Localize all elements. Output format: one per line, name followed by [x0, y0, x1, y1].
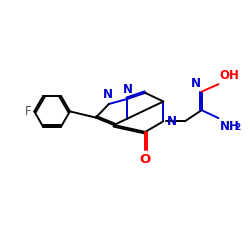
Text: N: N	[123, 83, 133, 96]
Text: NH: NH	[220, 120, 240, 133]
Text: N: N	[190, 77, 200, 90]
Text: N: N	[103, 88, 113, 101]
Text: 2: 2	[234, 122, 240, 132]
Text: O: O	[140, 153, 151, 166]
Text: OH: OH	[220, 69, 240, 82]
Text: F: F	[25, 105, 31, 118]
Text: N: N	[167, 115, 177, 128]
